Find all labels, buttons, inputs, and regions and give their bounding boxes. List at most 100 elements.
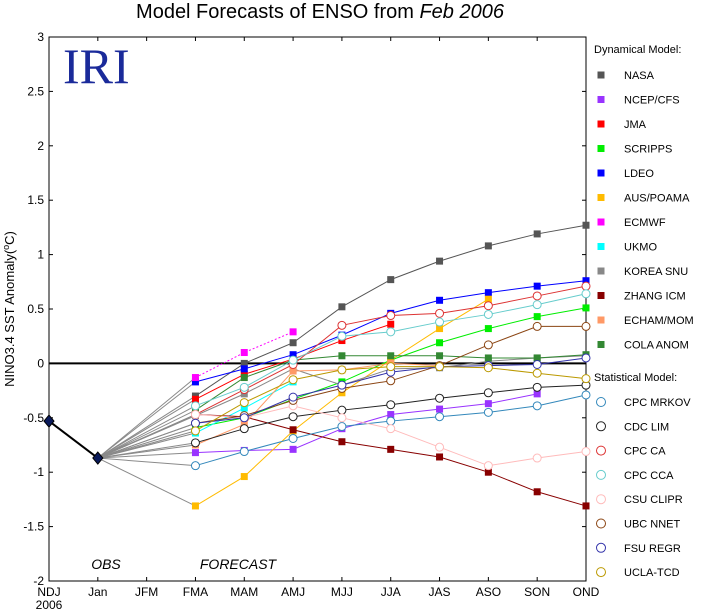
point-ncep-cfs-5 — [436, 405, 444, 413]
spaghetti-line-3 — [97, 427, 196, 459]
point-cpc-mrkov-2 — [288, 433, 298, 443]
point-echam-mom-2 — [289, 367, 297, 375]
point-ncep-cfs-4 — [387, 411, 395, 419]
point-ucla-tcd-6 — [483, 363, 493, 373]
point-cola-anom-6 — [484, 354, 492, 362]
point-cola-anom-4 — [387, 352, 395, 360]
x-tick-label-amj: AMJ — [281, 585, 305, 599]
point-zhang-icm-3 — [338, 438, 346, 446]
observed-point-1 — [92, 451, 104, 465]
point-cpc-cca-2 — [288, 355, 298, 365]
spaghetti-line-6 — [97, 377, 196, 459]
legend-marker-fsu-regr — [596, 542, 606, 553]
point-cdc-lim-3 — [337, 405, 347, 415]
point-csu-clipr-0 — [190, 410, 200, 420]
legend-marker-cpc-mrkov — [596, 397, 606, 407]
point-cdc-lim-2 — [288, 412, 298, 422]
point-cpc-cca-7 — [532, 300, 542, 310]
point-fsu-regr-2 — [288, 392, 298, 402]
chart-title-date: Feb 2006 — [419, 1, 504, 23]
point-cpc-mrkov-1 — [239, 447, 249, 457]
legend-label-nasa: NASA — [624, 70, 655, 82]
point-cpc-cca-5 — [435, 317, 445, 327]
series-ucla-tcd — [190, 362, 591, 436]
point-cdc-lim-0 — [190, 438, 200, 448]
point-cpc-cca-4 — [386, 327, 396, 337]
spaghetti-line-4 — [97, 381, 196, 459]
point-ucla-tcd-2 — [288, 375, 298, 385]
point-ncep-cfs-2 — [289, 445, 297, 453]
legend-label-ldeo: LDEO — [624, 168, 654, 180]
x-tick-labels: NDJ Jan JFM FMA MAM AMJ MJJ JJA JAS ASO SON OND — [37, 585, 599, 599]
point-ucla-tcd-5 — [435, 362, 445, 372]
point-jma-0 — [191, 395, 199, 403]
point-csu-clipr-4 — [386, 424, 396, 434]
series-zhang-icm — [191, 411, 590, 510]
y-tick-label-1: -1.5 — [23, 520, 44, 534]
observed-line — [48, 420, 99, 459]
y-tick-label-9: 2.5 — [27, 84, 44, 98]
legend-marker-ecmwf — [597, 218, 605, 226]
legend-label-korea-snu: KOREA SNU — [624, 266, 688, 278]
legend-marker-ucla-tcd — [596, 567, 606, 578]
point-cpc-mrkov-8 — [581, 390, 591, 400]
point-cpc-mrkov-5 — [435, 412, 445, 422]
plot-frame — [48, 36, 587, 582]
point-ldeo-2 — [289, 351, 297, 359]
point-csu-clipr-7 — [532, 453, 542, 463]
x-tick-label-jfm: JFM — [135, 585, 158, 599]
point-scripps-7 — [533, 313, 541, 321]
point-ucla-tcd-3 — [337, 365, 347, 375]
x-tick-label-ndj: NDJ — [37, 585, 60, 599]
point-nasa-4 — [387, 276, 395, 284]
y-tick-label-8: 2 — [37, 139, 44, 153]
point-zhang-icm-5 — [436, 453, 444, 461]
point-ldeo-6 — [484, 289, 492, 297]
x-tick-label-aso: ASO — [476, 585, 501, 599]
series-line-echam-mom — [195, 362, 440, 446]
point-ecmwf-0 — [191, 374, 199, 382]
legend: Dynamical Model: Statistical Model: NASA… — [594, 44, 694, 579]
x-tick-label-mam: MAM — [230, 585, 258, 599]
x-tick-label-son: SON — [524, 585, 550, 599]
spaghetti-line-12 — [97, 457, 196, 467]
point-ubc-nnet-8 — [581, 321, 591, 331]
legend-marker-ukmo — [597, 243, 605, 250]
point-cpc-cca-6 — [483, 309, 493, 319]
point-ncep-cfs-0 — [191, 449, 199, 457]
legend-marker-zhang-icm — [597, 292, 605, 299]
legend-label-ecmwf: ECMWF — [624, 217, 666, 229]
legend-label-cola-anom: COLA ANOM — [624, 340, 689, 352]
point-aus-poama-1 — [240, 473, 248, 481]
point-ubc-nnet-6 — [483, 340, 493, 350]
chart-title: Model Forecasts of ENSO from Feb 2006 — [136, 1, 505, 23]
point-cola-anom-3 — [338, 352, 346, 360]
legend-marker-scripps — [597, 145, 605, 152]
y-tick-label-7: 1.5 — [27, 193, 44, 207]
point-ucla-tcd-1 — [239, 398, 249, 408]
obs-label: OBS — [91, 556, 121, 572]
point-cdc-lim-4 — [386, 400, 396, 410]
legend-marker-cpc-cca — [596, 469, 606, 480]
y-tick-labels: -2 -1.5 -1 -0.5 0 0.5 1 1.5 2 2.5 3 — [23, 30, 44, 588]
point-cpc-mrkov-3 — [337, 422, 347, 432]
point-ldeo-5 — [436, 296, 444, 304]
observed-point-0 — [43, 414, 55, 428]
point-cpc-ca-5 — [435, 308, 445, 318]
x-tick-label-jja: JJA — [381, 585, 401, 599]
point-nasa-8 — [582, 221, 590, 229]
point-fsu-regr-0 — [190, 418, 200, 428]
legend-label-scripps: SCRIPPS — [624, 144, 672, 156]
y-tick-label-5: 0.5 — [27, 302, 44, 316]
point-zhang-icm-4 — [387, 445, 395, 453]
legend-marker-echam-mom — [597, 316, 605, 324]
point-cola-anom-5 — [436, 352, 444, 360]
legend-marker-aus-poama — [597, 194, 605, 201]
point-nasa-6 — [484, 242, 492, 250]
spaghetti-lines — [97, 377, 196, 507]
observed-series — [43, 414, 104, 465]
point-ldeo-1 — [240, 365, 248, 373]
point-cpc-cca-1 — [239, 382, 249, 392]
legend-marker-ubc-nnet — [596, 518, 606, 529]
point-cpc-ca-4 — [386, 311, 396, 321]
